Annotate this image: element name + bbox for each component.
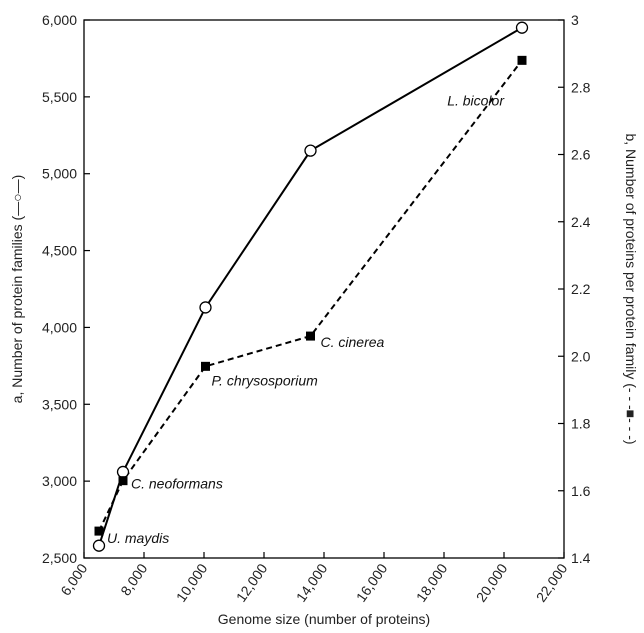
series-markers: [92, 21, 529, 552]
protein-families-point: [92, 539, 106, 552]
right-y-tick-label: 1.4: [571, 550, 591, 566]
x-tick-label: 18,000: [413, 560, 451, 604]
right-y-tick-label: 2.0: [571, 348, 591, 364]
protein-families-point: [116, 465, 130, 479]
x-tick-label: 12,000: [233, 560, 271, 604]
right-y-axis-title: b, Number of proteins per protein family…: [623, 133, 639, 444]
proteins-per-family-point: [517, 55, 527, 65]
left-y-tick-label: 4,000: [42, 319, 77, 335]
proteins-per-family-point: [201, 361, 210, 371]
left-y-tick-label: 6,000: [42, 12, 77, 28]
left-y-tick-label: 3,000: [42, 473, 77, 489]
x-tick-label: 20,000: [473, 560, 511, 604]
x-tick-label: 22,000: [533, 560, 571, 604]
x-tick-label: 14,000: [293, 560, 331, 604]
species-label: U. maydis: [107, 530, 169, 546]
right-y-tick-label: 3: [571, 12, 579, 28]
right-y-tick-label: 2.2: [571, 281, 591, 297]
proteins-per-family-point: [118, 476, 128, 486]
species-label: C. neoformans: [131, 476, 223, 492]
right-y-tick-label: 1.8: [571, 416, 591, 432]
left-y-axis-title: a, Number of protein families (—○—): [9, 175, 25, 404]
protein-families-point: [199, 301, 212, 314]
species-label: P. chrysosporium: [212, 372, 319, 388]
left-y-tick-label: 5,000: [42, 166, 77, 182]
right-y-tick-label: 2.8: [571, 79, 591, 95]
proteins-per-family-point: [306, 331, 315, 341]
left-y-tick-label: 5,500: [42, 89, 77, 105]
species-label: L. bicolor: [447, 92, 505, 108]
left-y-tick-label: 3,500: [42, 396, 77, 412]
right-y-tick-label: 2.6: [571, 147, 591, 163]
x-axis-title: Genome size (number of proteins): [218, 611, 430, 627]
left-y-tick-label: 4,500: [42, 243, 77, 259]
proteins-per-family-point: [94, 526, 104, 536]
protein-families-point: [515, 21, 529, 34]
species-label: C. cinerea: [321, 334, 385, 350]
left-y-axis-ticks: 2,500 3,000 3,500 4,000 4,500 5,000 5,500 6,000: [42, 12, 90, 566]
x-tick-label: 6,000: [57, 560, 90, 598]
point-labels: U. maydis C. neoformans P. chrysosporium C.…: [107, 92, 505, 546]
x-tick-label: 10,000: [173, 560, 211, 604]
x-tick-label: 16,000: [353, 560, 391, 604]
x-axis-ticks: 6,000 8,000 10,000 12,000 14,000 16,000 18,000…: [57, 552, 571, 605]
right-y-tick-label: 1.6: [571, 483, 591, 499]
right-y-tick-label: 2.4: [571, 214, 591, 230]
x-tick-label: 8,000: [117, 560, 150, 598]
left-y-tick-label: 2,500: [42, 550, 77, 566]
proteins-per-family-line: [98, 59, 523, 532]
protein-families-point: [304, 144, 317, 157]
right-y-axis-ticks: 1.4 1.6 1.8 2.0 2.2 2.4 2.6 2.8 3: [558, 12, 591, 566]
